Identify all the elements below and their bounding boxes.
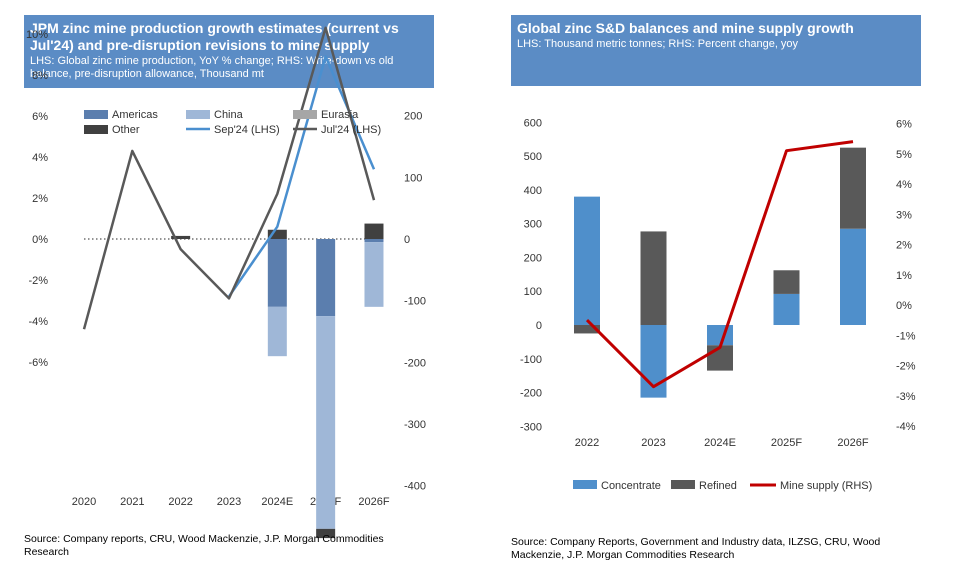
left-y-tick-label: 6% <box>32 111 48 123</box>
left-y-tick-label: -100 <box>520 354 542 366</box>
legend-swatch <box>573 480 597 489</box>
left-y-tick-label: 200 <box>524 252 542 264</box>
legend-swatch <box>293 110 317 119</box>
left-y-tick-label: 600 <box>524 117 542 129</box>
left-y-tick-label: -300 <box>520 421 542 433</box>
legend-label: Concentrate <box>601 480 661 492</box>
right-y-tick-label: 4% <box>896 179 912 191</box>
right-y-tick-label: 100 <box>404 172 422 184</box>
right-y-tick-label: -4% <box>896 421 916 433</box>
bar-concentrate <box>707 325 733 346</box>
left-y-tick-label: 500 <box>524 151 542 163</box>
mine-supply-line <box>585 140 854 389</box>
jul24-line <box>82 26 376 330</box>
left-y-tick-label: 100 <box>524 286 542 298</box>
sep24-line <box>227 55 376 298</box>
x-tick-label: 2023 <box>217 496 241 508</box>
right-y-tick-label: 3% <box>896 209 912 221</box>
left-y-tick-label: 0% <box>32 234 48 246</box>
legend-label: Refined <box>699 480 737 492</box>
right-chart-subtitle: LHS: Thousand metric tonnes; RHS: Percen… <box>517 38 799 50</box>
bar-other <box>267 229 287 239</box>
left-y-tick-label: 300 <box>524 219 542 231</box>
legend-swatch <box>671 480 695 489</box>
left-y-tick-label: 0 <box>536 320 542 332</box>
left-y-tick-label: 10% <box>26 29 48 41</box>
bar-concentrate <box>574 196 600 325</box>
right-y-tick-label: -300 <box>404 419 426 431</box>
legend-label: China <box>214 109 244 121</box>
legend-label: Mine supply (RHS) <box>780 480 872 492</box>
legend-label: Other <box>112 124 140 136</box>
left-y-tick-label: -6% <box>28 357 48 369</box>
left-chart-header: JPM zinc mine production growth estimate… <box>24 15 434 88</box>
left-y-tick-label: 8% <box>32 70 48 82</box>
legend-label: Eurasia <box>321 109 359 121</box>
bar-other <box>316 528 336 539</box>
x-tick-label: 2023 <box>641 437 665 449</box>
right-chart-title: Global zinc S&D balances and mine supply… <box>517 20 854 36</box>
right-chart-header: Global zinc S&D balances and mine supply… <box>511 15 921 86</box>
bar-americas <box>267 239 287 307</box>
x-tick-label: 2026F <box>358 496 389 508</box>
legend-label: Jul'24 (LHS) <box>321 124 381 136</box>
right-y-tick-label: -200 <box>404 357 426 369</box>
right-y-tick-label: 1% <box>896 270 912 282</box>
left-y-tick-label: 400 <box>524 185 542 197</box>
legend-swatch <box>84 125 108 134</box>
bar-china <box>267 306 287 357</box>
left-y-tick-label: 2% <box>32 193 48 205</box>
right-y-tick-label: -3% <box>896 391 916 403</box>
right-y-tick-label: 2% <box>896 240 912 252</box>
right-y-tick-label: 5% <box>896 149 912 161</box>
right-y-tick-label: 0 <box>404 234 410 246</box>
right-y-tick-label: -400 <box>404 481 426 493</box>
left-y-tick-label: -4% <box>28 316 48 328</box>
bar-china <box>316 316 336 529</box>
bar-refined <box>640 231 667 325</box>
bar-concentrate <box>773 293 800 325</box>
legend-label: Sep'24 (LHS) <box>214 124 280 136</box>
bar-china <box>364 242 384 307</box>
bar-americas <box>364 239 384 243</box>
right-y-tick-label: -100 <box>404 296 426 308</box>
bar-refined <box>840 147 866 229</box>
x-tick-label: 2020 <box>72 496 96 508</box>
left-y-tick-label: -2% <box>28 275 48 287</box>
legend-swatch <box>186 110 210 119</box>
right-y-tick-label: -1% <box>896 330 916 342</box>
left-chart-subtitle: LHS: Global zinc mine production, YoY % … <box>30 55 394 80</box>
x-tick-label: 2021 <box>120 496 144 508</box>
bar-refined <box>574 325 600 334</box>
bar-other <box>364 223 384 239</box>
x-tick-label: 2024E <box>704 437 736 449</box>
x-tick-label: 2024E <box>261 496 293 508</box>
bar-other <box>171 235 191 239</box>
bar-americas <box>316 239 336 317</box>
x-tick-label: 2022 <box>575 437 599 449</box>
left-y-tick-label: 4% <box>32 152 48 164</box>
legend-label: Americas <box>112 109 158 121</box>
left-chart-title: JPM zinc mine production growth estimate… <box>30 20 399 53</box>
bar-refined <box>773 270 800 294</box>
left-y-tick-label: -200 <box>520 388 542 400</box>
x-tick-label: 2026F <box>837 437 868 449</box>
legend-swatch <box>84 110 108 119</box>
x-tick-label: 2022 <box>168 496 192 508</box>
bar-refined <box>707 345 733 371</box>
bar-concentrate <box>840 228 866 325</box>
right-y-tick-label: 6% <box>896 119 912 131</box>
right-y-tick-label: -2% <box>896 361 916 373</box>
left-chart-source: Source: Company reports, CRU, Wood Macke… <box>24 533 384 558</box>
right-y-tick-label: 200 <box>404 111 422 123</box>
x-tick-label: 2025F <box>771 437 802 449</box>
right-y-tick-label: 0% <box>896 300 912 312</box>
right-chart-source: Source: Company Reports, Government and … <box>511 536 881 561</box>
